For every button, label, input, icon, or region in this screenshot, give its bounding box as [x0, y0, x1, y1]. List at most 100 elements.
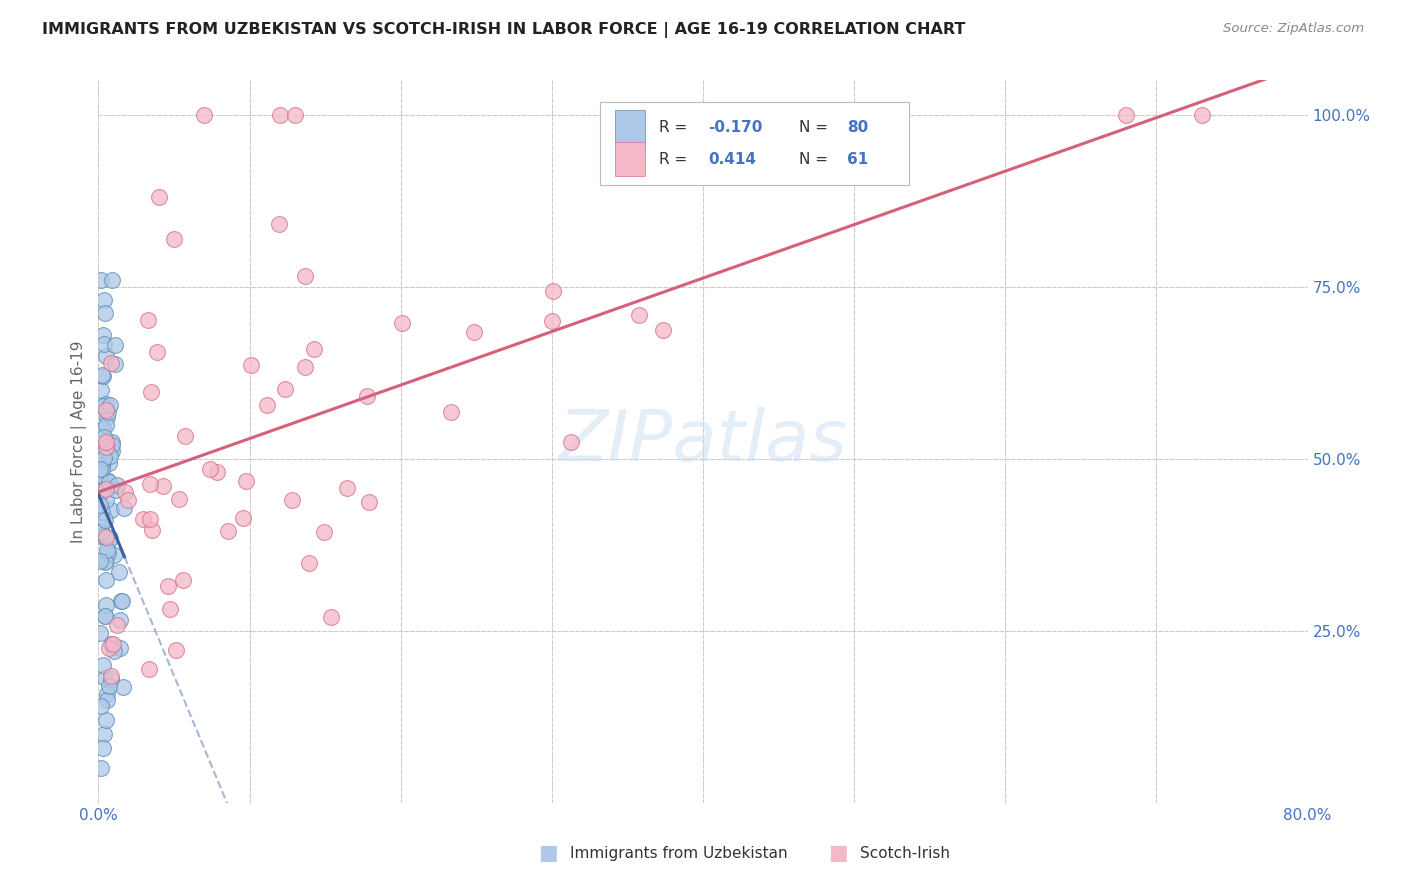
Point [94, 554, 117, 568]
Bar [614, 142, 645, 177]
Point [98, 641, 121, 656]
Point [91, 399, 114, 413]
Text: 80: 80 [846, 120, 868, 135]
Point [90, 761, 112, 775]
Point [91, 422, 114, 436]
Point [174, 429, 197, 443]
Text: 61: 61 [846, 152, 868, 167]
Point [96, 687, 118, 701]
Point [104, 357, 127, 371]
Point [93, 430, 115, 444]
Point [89, 529, 111, 543]
Text: Source: ZipAtlas.com: Source: ZipAtlas.com [1223, 22, 1364, 36]
Point [146, 345, 169, 359]
Point [90, 368, 112, 382]
Point [91, 740, 114, 755]
Point [110, 640, 132, 655]
Point [90, 504, 112, 518]
Point [93, 293, 115, 308]
Point [94, 713, 117, 727]
Point [103, 548, 125, 562]
Point [157, 579, 180, 593]
Point [273, 382, 295, 396]
Point [139, 512, 162, 526]
Point [93, 529, 115, 543]
Point [100, 502, 122, 516]
Point [294, 359, 316, 374]
Point [89, 498, 111, 512]
Point [97, 456, 120, 470]
Point [94, 531, 117, 545]
Point [336, 481, 359, 495]
Point [297, 556, 319, 570]
Point [107, 565, 129, 579]
Bar [614, 110, 645, 145]
Point [463, 326, 485, 340]
Point [281, 493, 304, 508]
Point [138, 661, 160, 675]
Point [172, 573, 194, 587]
Point [114, 484, 136, 499]
Point [198, 461, 221, 475]
Point [356, 389, 378, 403]
Point [103, 644, 125, 658]
Point [391, 316, 413, 330]
Point [152, 479, 174, 493]
Point [141, 384, 163, 399]
Point [165, 642, 187, 657]
Point [94, 397, 117, 411]
Point [256, 398, 278, 412]
Point [90, 699, 112, 714]
Point [91, 658, 114, 673]
Point [91, 458, 114, 473]
Point [652, 323, 675, 337]
Point [94, 306, 117, 320]
Point [94, 513, 117, 527]
Point [302, 342, 325, 356]
Point [94, 573, 117, 587]
Point [97, 546, 120, 560]
Point [294, 269, 316, 284]
Point [117, 493, 139, 508]
Point [159, 602, 181, 616]
Point [232, 511, 254, 525]
Point [90, 520, 112, 534]
Point [1115, 108, 1137, 122]
Point [101, 435, 124, 450]
Point [93, 442, 115, 457]
Text: 0.414: 0.414 [707, 152, 756, 167]
Point [94, 440, 117, 454]
Point [105, 478, 128, 492]
Point [217, 524, 239, 538]
Point [98, 533, 121, 547]
Point [132, 511, 155, 525]
Point [100, 669, 122, 683]
Text: IMMIGRANTS FROM UZBEKISTAN VS SCOTCH-IRISH IN LABOR FORCE | AGE 16-19 CORRELATIO: IMMIGRANTS FROM UZBEKISTAN VS SCOTCH-IRI… [42, 22, 966, 38]
Point [94, 403, 117, 417]
Point [89, 476, 111, 491]
Point [101, 637, 124, 651]
Point [359, 495, 381, 509]
Point [89, 553, 111, 567]
Point [543, 285, 565, 299]
Point [141, 523, 163, 537]
Point [94, 349, 117, 363]
Point [267, 217, 290, 231]
Point [111, 593, 134, 607]
Point [98, 679, 121, 693]
Point [105, 617, 128, 632]
Point [108, 613, 131, 627]
Y-axis label: In Labor Force | Age 16-19: In Labor Force | Age 16-19 [72, 340, 87, 543]
Text: R =: R = [659, 152, 693, 167]
Point [100, 449, 122, 463]
Point [100, 444, 122, 458]
Point [98, 475, 121, 489]
Point [94, 609, 117, 624]
Point [98, 532, 121, 546]
Point [93, 727, 115, 741]
Text: Scotch-Irish: Scotch-Irish [860, 846, 950, 861]
Point [319, 609, 342, 624]
Point [440, 405, 463, 419]
Point [269, 108, 291, 122]
Point [94, 482, 117, 496]
